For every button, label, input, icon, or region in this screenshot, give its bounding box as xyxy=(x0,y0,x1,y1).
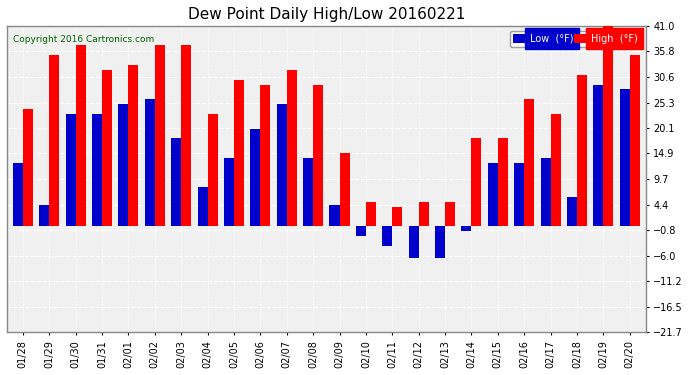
Bar xyxy=(287,70,297,226)
Bar xyxy=(92,114,102,226)
Text: Copyright 2016 Cartronics.com: Copyright 2016 Cartronics.com xyxy=(13,35,155,44)
Bar xyxy=(498,138,508,226)
Bar xyxy=(471,138,482,226)
Bar xyxy=(102,70,112,226)
Bar xyxy=(488,163,498,226)
Bar xyxy=(630,55,640,226)
Bar xyxy=(39,205,49,226)
Bar xyxy=(49,55,59,226)
Bar xyxy=(445,202,455,226)
Bar xyxy=(224,158,234,226)
Bar xyxy=(462,226,471,231)
Bar xyxy=(382,226,393,246)
Bar xyxy=(128,65,139,226)
Bar xyxy=(260,84,270,226)
Bar xyxy=(155,45,165,226)
Bar xyxy=(329,205,339,226)
Bar xyxy=(303,158,313,226)
Bar xyxy=(593,84,604,226)
Bar xyxy=(234,80,244,226)
Bar xyxy=(66,114,76,226)
Bar xyxy=(356,226,366,236)
Bar xyxy=(541,158,551,226)
Bar xyxy=(277,104,287,226)
Bar xyxy=(145,99,155,226)
Bar xyxy=(313,84,323,226)
Bar xyxy=(524,99,534,226)
Bar xyxy=(76,45,86,226)
Legend: Low  (°F), High  (°F): Low (°F), High (°F) xyxy=(510,31,641,46)
Bar xyxy=(181,45,191,226)
Bar xyxy=(551,114,561,226)
Bar xyxy=(208,114,217,226)
Bar xyxy=(408,226,419,258)
Bar xyxy=(339,153,350,226)
Title: Dew Point Daily High/Low 20160221: Dew Point Daily High/Low 20160221 xyxy=(188,7,465,22)
Bar xyxy=(197,187,208,226)
Bar xyxy=(620,90,630,226)
Bar xyxy=(419,202,428,226)
Bar xyxy=(250,129,260,226)
Bar xyxy=(12,163,23,226)
Bar xyxy=(23,109,33,226)
Bar xyxy=(567,197,577,226)
Bar xyxy=(393,207,402,226)
Bar xyxy=(118,104,128,226)
Bar xyxy=(577,75,587,226)
Bar xyxy=(171,138,181,226)
Bar xyxy=(366,202,376,226)
Bar xyxy=(604,26,613,226)
Bar xyxy=(435,226,445,258)
Bar xyxy=(514,163,524,226)
